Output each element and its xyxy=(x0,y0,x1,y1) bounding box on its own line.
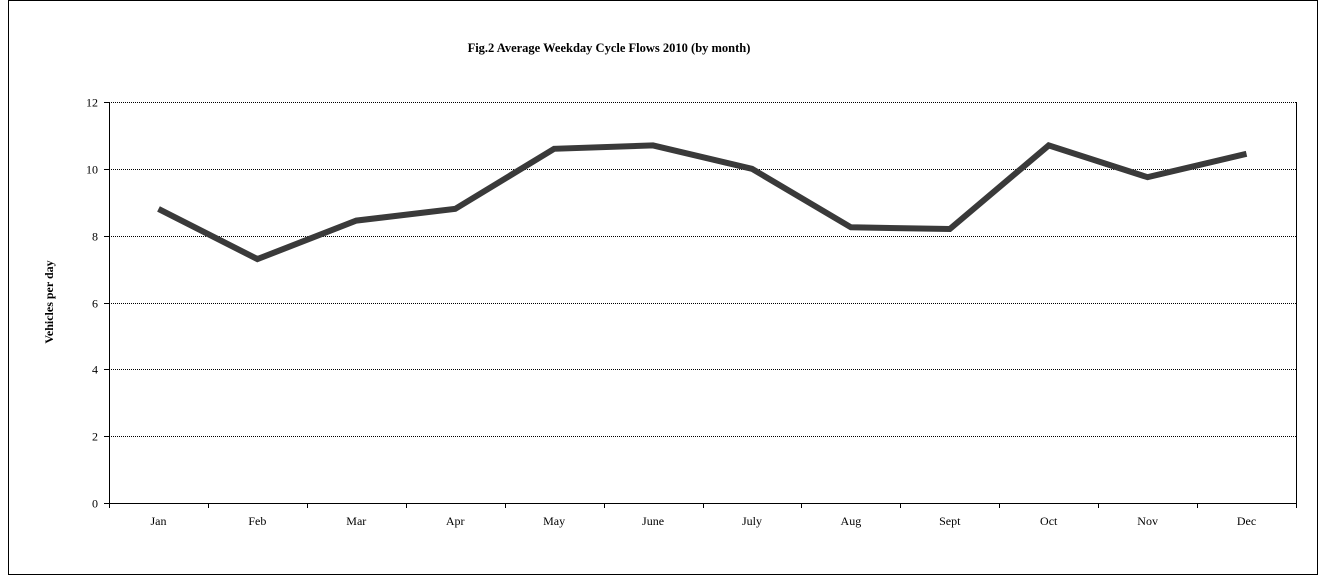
y-tick-label: 12 xyxy=(86,96,98,110)
x-tick-label: Sept xyxy=(939,514,961,528)
y-tick-label: 6 xyxy=(92,297,98,311)
x-tick-label: July xyxy=(742,514,762,528)
y-axis-label: Vehicles per day xyxy=(42,260,56,343)
chart-title: Fig.2 Average Weekday Cycle Flows 2010 (… xyxy=(468,41,751,55)
x-tick-labels: Jan Feb Mar Apr May June July Aug Sept Oct Nov Dec xyxy=(150,514,1256,528)
y-tick-label: 8 xyxy=(92,230,98,244)
x-tick-label: Oct xyxy=(1040,514,1058,528)
axes xyxy=(104,102,1297,508)
x-tick-label: Aug xyxy=(841,514,862,528)
gridlines xyxy=(109,103,1296,437)
x-tick-label: Nov xyxy=(1137,514,1158,528)
series-line xyxy=(159,145,1247,259)
x-tick-label: Apr xyxy=(446,514,465,528)
x-tick-label: May xyxy=(543,514,565,528)
y-tick-label: 2 xyxy=(92,430,98,444)
x-tick-label: June xyxy=(642,514,664,528)
y-tick-label: 0 xyxy=(92,497,98,511)
y-tick-label: 4 xyxy=(92,363,98,377)
y-tick-label: 10 xyxy=(86,163,98,177)
y-tick-labels: 0 2 4 6 8 10 12 xyxy=(86,96,98,511)
x-tick-label: Mar xyxy=(346,514,366,528)
x-tick-label: Feb xyxy=(248,514,266,528)
series xyxy=(158,145,1246,259)
x-tick-label: Jan xyxy=(150,514,166,528)
x-tick-label: Dec xyxy=(1237,514,1256,528)
